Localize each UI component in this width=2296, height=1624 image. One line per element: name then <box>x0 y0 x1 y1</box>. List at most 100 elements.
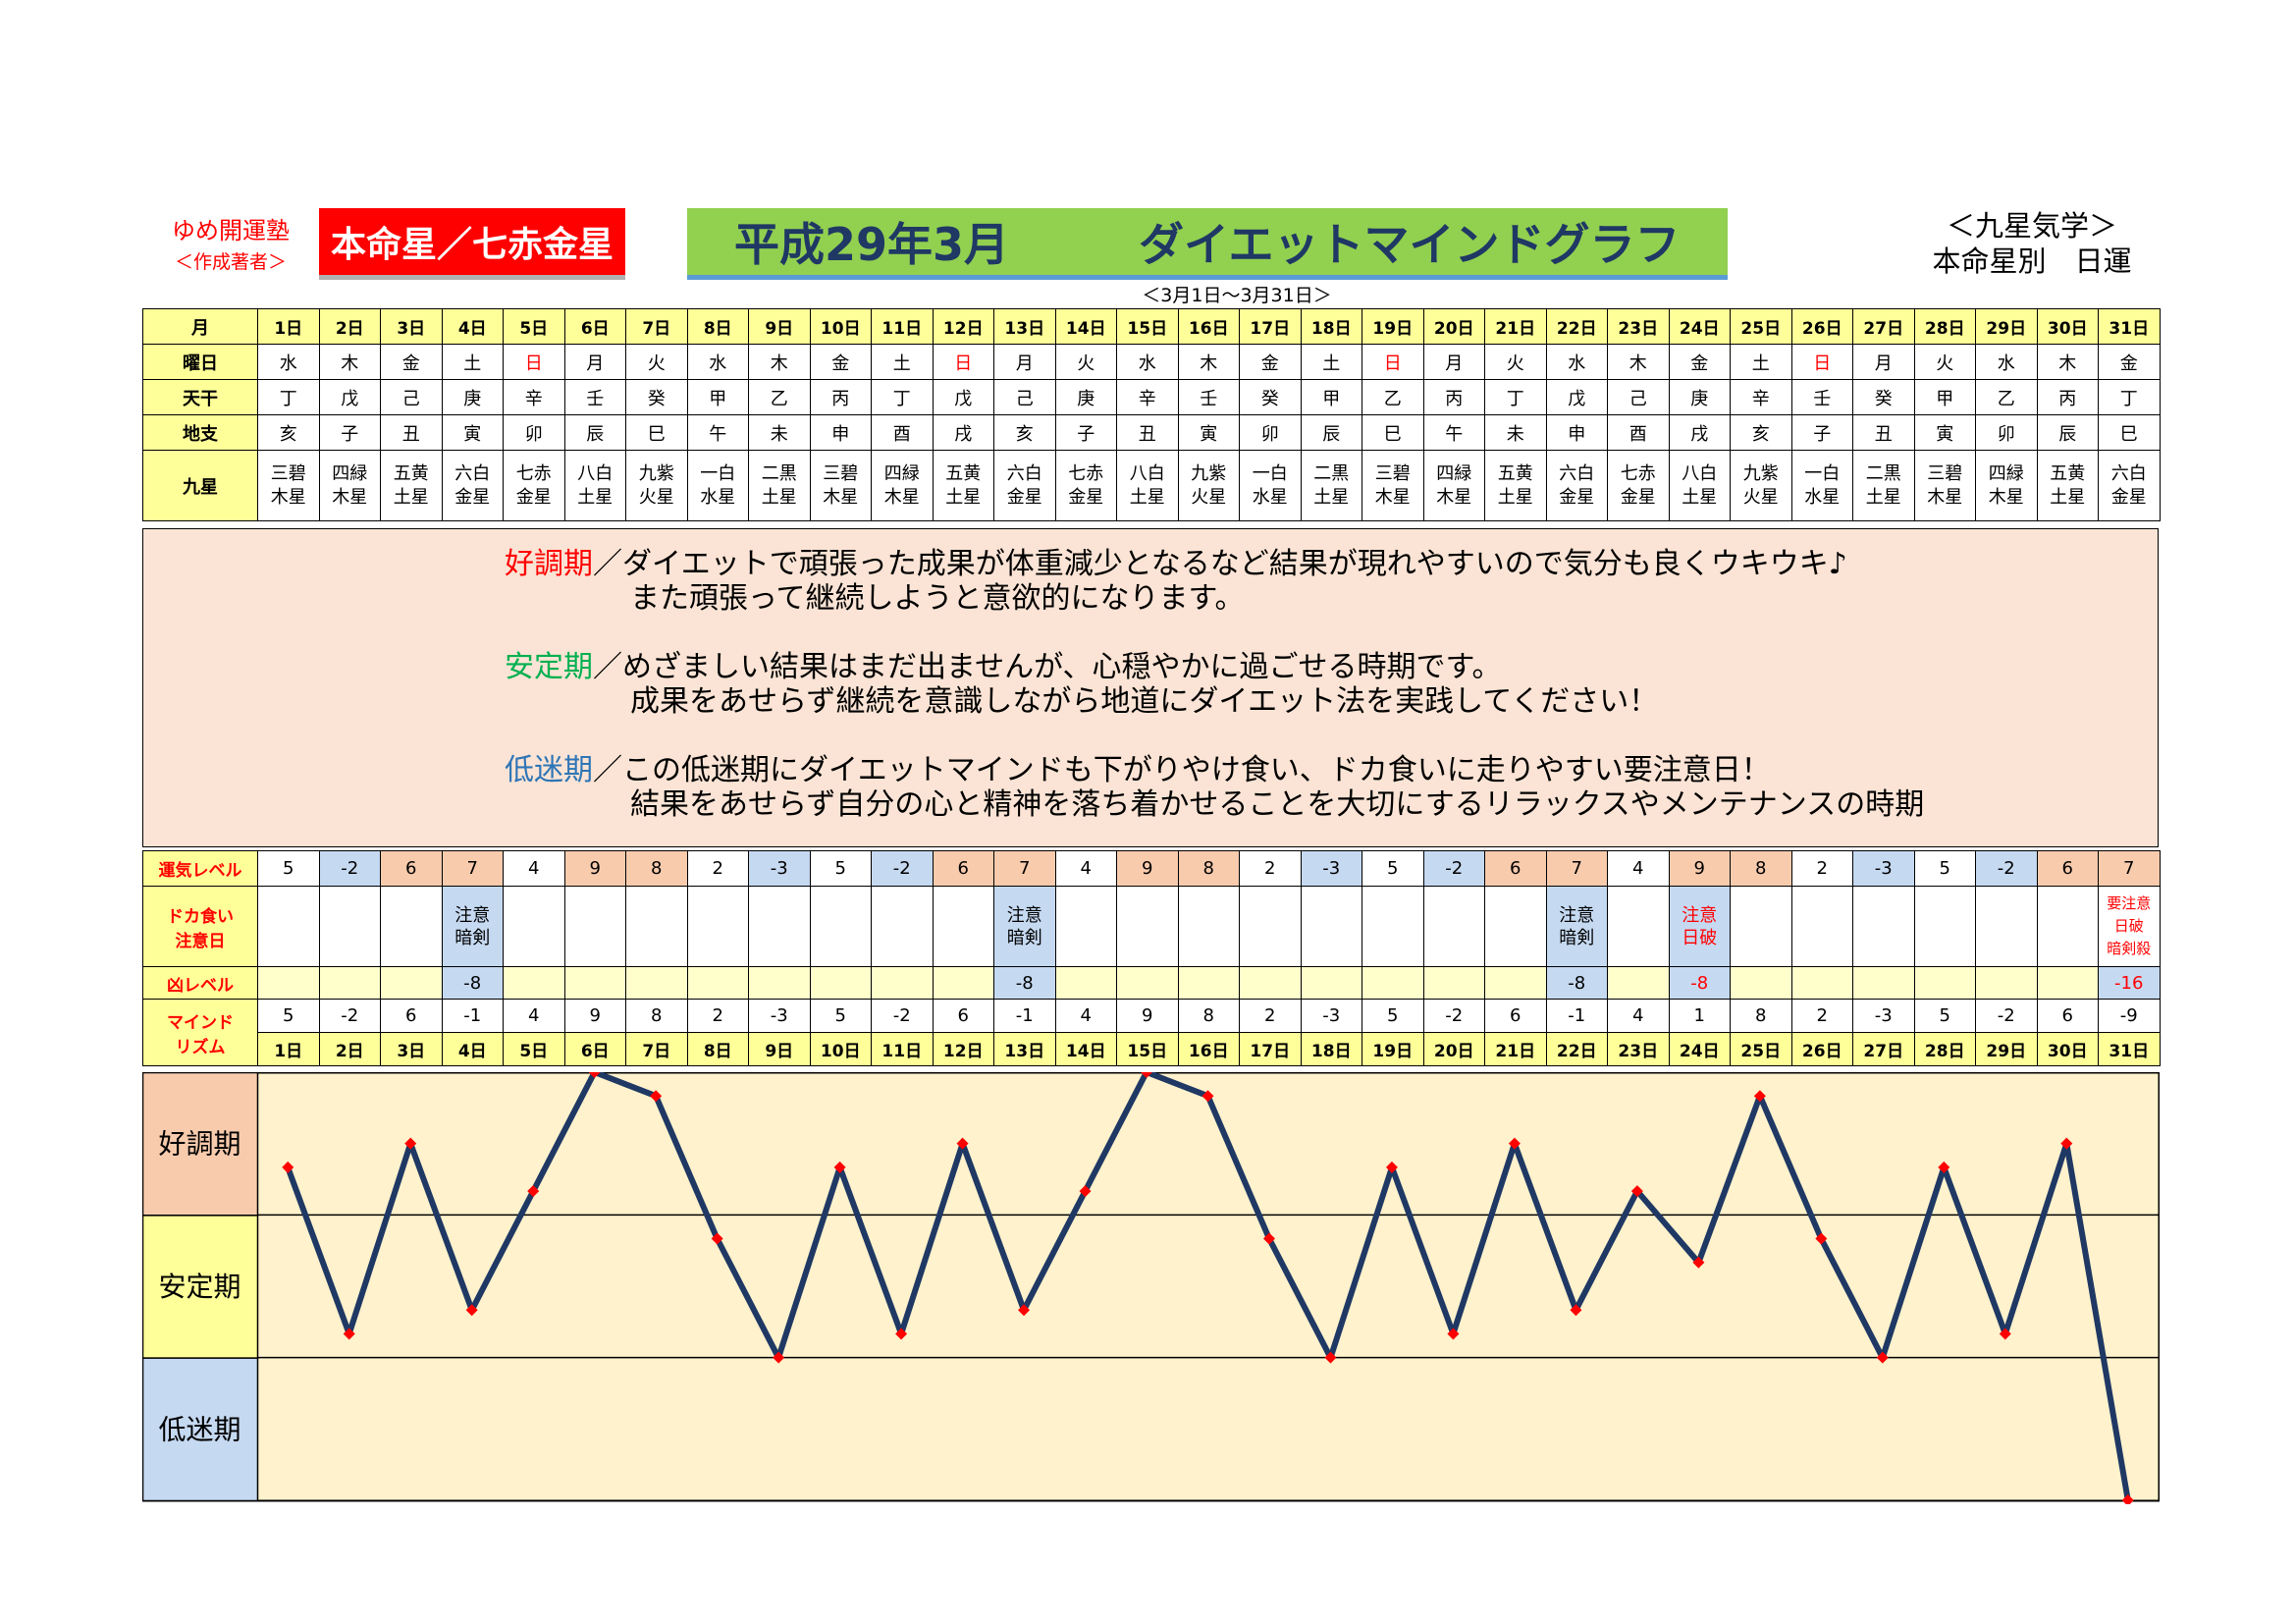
data-point-1 <box>282 1161 294 1173</box>
band-label: 安定期 <box>158 1271 240 1303</box>
unki-cell: 6 <box>2036 850 2099 887</box>
band-label: 好調期 <box>158 1128 240 1161</box>
kyusei-part: 五黄 <box>393 462 429 484</box>
mind-cell: 2 <box>1239 999 1302 1033</box>
tenkan-cell: 甲 <box>1300 379 1362 415</box>
data-point-19 <box>1385 1161 1398 1173</box>
month-cell: 16日 <box>1177 308 1240 345</box>
weekday-cell: 木 <box>1607 344 1670 380</box>
mind-cell: 8 <box>1730 999 1792 1033</box>
weekday-cell: 木 <box>1177 344 1240 380</box>
day-cell: 4日 <box>441 1032 504 1066</box>
mind-cell: 6 <box>932 999 994 1033</box>
chishi-cell: 辰 <box>1300 414 1362 451</box>
day-cell: 28日 <box>1913 1032 1976 1066</box>
kyusei-part: 金星 <box>2110 486 2147 508</box>
kyo-cell <box>1300 966 1362 1000</box>
mind-cell: 2 <box>686 999 749 1033</box>
warn-text: 注意 <box>1682 904 1718 926</box>
date-range: ＜3月1日～3月31日＞ <box>1142 285 1332 306</box>
kyusei-part: 金星 <box>515 486 552 508</box>
month-cell: 18日 <box>1300 308 1362 345</box>
chishi-cell: 卯 <box>1239 414 1302 451</box>
dokagui-cell <box>686 886 749 967</box>
kyusei-cell: 五黄 土星 <box>380 450 443 521</box>
dokagui-cell: 要注意 日破 暗剣殺 <box>2098 886 2161 967</box>
band-label-box <box>142 1357 259 1502</box>
tenkan-cell: 甲 <box>1913 379 1976 415</box>
mind-cell: 8 <box>1177 999 1240 1033</box>
kyusei-part: 四緑 <box>1988 462 2024 484</box>
weekday-cell: 月 <box>1852 344 1915 380</box>
kyusei-part: 五黄 <box>1497 462 1533 484</box>
dokagui-cell <box>318 886 381 967</box>
data-point-17 <box>1262 1232 1275 1245</box>
month-cell: 20日 <box>1422 308 1485 345</box>
weekday-cell: 土 <box>1730 344 1792 380</box>
kyusei-cell: 六白 金星 <box>441 450 504 521</box>
kyusei-part: 七赤 <box>515 462 552 484</box>
month-cell: 9日 <box>748 308 811 345</box>
kyusei-cell: 五黄 土星 <box>932 450 994 521</box>
kyusei-cell: 一白 水星 <box>686 450 749 521</box>
data-point-14 <box>1079 1185 1092 1198</box>
unki-cell: 5 <box>1913 850 1976 887</box>
desc-line: 結果をあせらず自分の心と精神を落ち着かせることを大切にするリラックスやメンテナン… <box>630 787 1925 822</box>
data-point-28 <box>1938 1161 1950 1173</box>
tenkan-cell: 辛 <box>503 379 565 415</box>
weekday-cell: 金 <box>809 344 872 380</box>
tenkan-cell: 庚 <box>441 379 504 415</box>
mind-cell: -3 <box>748 999 811 1033</box>
org-block: ゆめ開運塾 ＜作成著者＞ <box>147 214 314 277</box>
period-name: 好調期 <box>505 547 593 581</box>
kyusei-part: 木星 <box>1988 486 2024 508</box>
day-cell: 30日 <box>2036 1032 2099 1066</box>
kyusei-part: 三碧 <box>270 462 306 484</box>
mind-cell: -2 <box>318 999 381 1033</box>
day-cell: 8日 <box>686 1032 749 1066</box>
dokagui-cell <box>563 886 626 967</box>
kyusei-cell: 八白 土星 <box>1668 450 1731 521</box>
unki-cell: -3 <box>1300 850 1362 887</box>
tenkan-cell: 丁 <box>2098 379 2161 415</box>
tenkan-cell: 癸 <box>1239 379 1302 415</box>
tenkan-cell: 丙 <box>2036 379 2099 415</box>
kyo-cell: -8 <box>1668 966 1731 1000</box>
dokagui-cell <box>1852 886 1915 967</box>
tenkan-cell: 癸 <box>625 379 688 415</box>
desc-line: また頑張って継続しようと意欲的になります。 <box>630 581 1245 616</box>
kyusei-part: 一白 <box>1252 462 1288 484</box>
data-point-5 <box>527 1185 540 1198</box>
tenkan-cell: 丁 <box>257 379 320 415</box>
mind-cell: 8 <box>625 999 688 1033</box>
desc-line: 成果をあせらず継続を意識しながら地道にダイエット法を実践してください！ <box>630 684 1659 719</box>
data-point-11 <box>895 1327 908 1340</box>
data-point-18 <box>1324 1351 1337 1364</box>
row-label: 九星 <box>142 450 258 521</box>
row-label: ドカ食い 注意日 <box>142 886 258 967</box>
kyusei-part: 土星 <box>761 486 797 508</box>
kyusei-part: 五黄 <box>2050 462 2086 484</box>
kyusei-part: 三碧 <box>1927 462 1963 484</box>
page-title: ダイエットマインドグラフ <box>1139 218 1681 271</box>
mind-row: マインド リズム 5 -2 6 -1 4 9 8 2 -3 5 -2 6 -1 4 9 8 2 -3 5 -2 6 -1 4 1 8… <box>142 999 2161 1066</box>
chishi-cell: 卯 <box>503 414 565 451</box>
unki-cell: 4 <box>1054 850 1117 887</box>
month-cell: 2日 <box>318 308 381 345</box>
chishi-cell: 戌 <box>1668 414 1731 451</box>
dokagui-cell: 注意 日破 <box>1668 886 1731 967</box>
unki-cell: 7 <box>441 850 504 887</box>
mind-cell: 2 <box>1790 999 1853 1033</box>
dokagui-row: ドカ食い 注意日 注意 暗剣 注意 暗剣 注意 暗剣 注意 日破 要注意 日破 暗剣殺 <box>142 886 2161 967</box>
month-cell: 29日 <box>1975 308 2038 345</box>
chishi-cell: 亥 <box>993 414 1056 451</box>
chishi-cell: 子 <box>318 414 381 451</box>
data-point-30 <box>2060 1137 2073 1150</box>
unki-cell: -3 <box>1852 850 1915 887</box>
kyusei-cell: 四緑 木星 <box>318 450 381 521</box>
data-point-26 <box>1815 1232 1828 1245</box>
kyusei-cell: 九紫 火星 <box>1177 450 1240 521</box>
data-point-2 <box>343 1327 355 1340</box>
chishi-cell: 午 <box>686 414 749 451</box>
day-cell: 31日 <box>2098 1032 2161 1066</box>
